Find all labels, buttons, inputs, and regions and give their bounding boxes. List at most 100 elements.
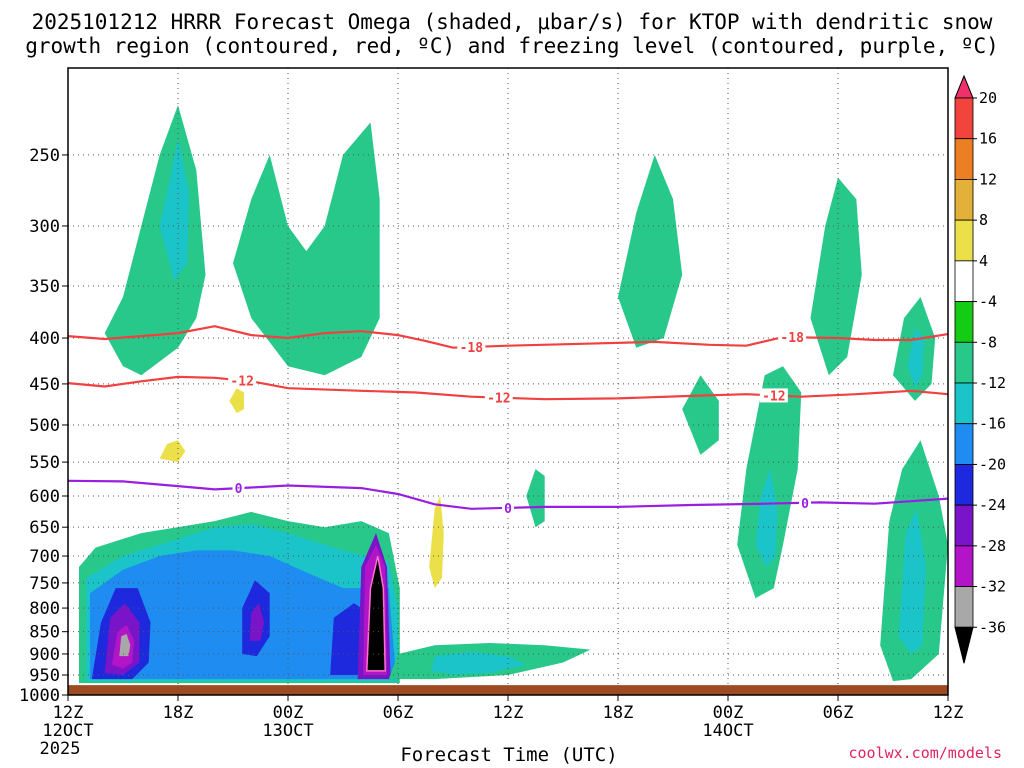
colorbar-tick-label: -28 [979, 537, 1006, 555]
contour-label: -18 [460, 341, 484, 356]
x-tick-year: 2025 [40, 739, 81, 759]
x-tick-label: 00Z [713, 703, 744, 723]
contour-label-bg [799, 495, 811, 510]
grid-lines [68, 68, 948, 695]
omega-shade-region [907, 328, 925, 389]
colorbar-band [954, 179, 974, 221]
omega-shade-region [618, 154, 683, 348]
contour-label: -18 [780, 331, 804, 346]
y-tick-label: 350 [29, 277, 60, 297]
omega-shade-region [471, 469, 486, 551]
colorbar-tick-label: 16 [979, 130, 997, 148]
contour-label-bg [457, 340, 486, 355]
colorbar-tick-label: -32 [979, 578, 1006, 596]
omega-shade-region [108, 338, 263, 496]
colorbar-band [954, 423, 974, 465]
colorbar-band [954, 219, 974, 262]
y-tick-label: 1000 [19, 686, 60, 706]
omega-shade-region [431, 651, 527, 675]
contour-label: 0 [801, 497, 809, 512]
contour-label: -12 [762, 389, 785, 404]
omega-shade-region [119, 634, 131, 657]
contour-label: 0 [504, 502, 512, 517]
y-tick-label: 600 [29, 487, 60, 507]
omega-shade-region [526, 469, 545, 528]
site-credit: coolwx.com/models [848, 744, 1002, 762]
contour-label-bg [484, 390, 513, 405]
colorbar-tick-label: -12 [979, 374, 1006, 392]
y-tick-label: 250 [29, 146, 60, 166]
omega-shade-region [233, 122, 380, 376]
omega-shade-region [366, 555, 386, 672]
x-axis-label: Forecast Time (UTC) [400, 744, 618, 766]
colorbar-tick-label: 12 [979, 170, 997, 188]
colorbar-band [954, 382, 974, 425]
x-tick-date: 13OCT [262, 721, 313, 741]
contour-label-bg [759, 388, 788, 403]
omega-shade-region [898, 508, 926, 654]
contour-line [67, 479, 949, 510]
x-tick-label: 12Z [933, 703, 964, 723]
omega-shade-region [680, 68, 697, 185]
colorbar-band [954, 138, 974, 180]
x-tick-label: 12Z [53, 703, 84, 723]
omega-shade-region [429, 496, 444, 589]
colorbar-tick-label: 4 [979, 252, 988, 270]
omega-shade-region [755, 469, 778, 567]
x-tick-label: 00Z [273, 703, 304, 723]
colorbar-band [954, 545, 974, 587]
contour-label-bg [778, 330, 807, 345]
omega-shade-region [229, 388, 244, 414]
colorbar-band [954, 97, 974, 140]
colorbar-tick-label: 8 [979, 211, 988, 229]
y-tick-label: 900 [29, 645, 60, 665]
colorbar-tick-label: 20 [979, 89, 997, 107]
colorbar-band [954, 301, 974, 343]
colorbar-bottom-arrow [954, 626, 974, 664]
omega-shade-region [315, 68, 334, 148]
contour-label-bg [228, 373, 257, 388]
colorbar: 20 16 12 8 4 -4 -8 -12 -16 -20 -24 -28 -32 -36 [954, 74, 1006, 664]
y-tick-label: 450 [29, 375, 60, 395]
chart-title-line-1: 2025101212 HRRR Forecast Omega (shaded, … [31, 10, 993, 34]
colorbar-tick-label: -20 [979, 455, 1006, 473]
y-tick-label: 850 [29, 623, 60, 643]
axes: 2503003504004505005506006507007508008509… [19, 67, 964, 759]
contour-label: -12 [487, 392, 510, 407]
ground-layer [68, 685, 948, 695]
x-tick-label: 18Z [603, 703, 634, 723]
colorbar-band [954, 341, 974, 384]
contour-line [67, 325, 949, 349]
y-tick-label: 550 [29, 453, 60, 473]
y-tick-label: 750 [29, 574, 60, 594]
y-tick-label: 500 [29, 416, 60, 436]
colorbar-band [954, 260, 974, 302]
x-tick-date: 14OCT [702, 721, 753, 741]
colorbar-tick-label: -8 [979, 333, 997, 351]
y-tick-label: 650 [29, 518, 60, 538]
colorbar-band [954, 586, 974, 628]
y-tick-label: 950 [29, 666, 60, 686]
x-tick-label: 06Z [823, 703, 854, 723]
y-tick-label: 800 [29, 599, 60, 619]
y-tick-label: 700 [29, 547, 60, 567]
x-tick-date: 12OCT [42, 721, 93, 741]
omega-shade-region [159, 440, 186, 463]
omega-shade-region [810, 177, 862, 376]
x-tick-label: 06Z [383, 703, 414, 723]
colorbar-band [954, 504, 974, 547]
omega-shade-region [401, 68, 420, 275]
omega-shade-region [828, 458, 844, 506]
colorbar-band [954, 464, 974, 506]
colorbar-tick-label: -24 [979, 496, 1006, 514]
colorbar-tick-label: -16 [979, 415, 1006, 433]
omega-shading [68, 68, 948, 695]
contour-label-bg [502, 500, 514, 515]
colorbar-tick-label: -4 [979, 293, 997, 311]
x-tick-label: 12Z [493, 703, 524, 723]
chart-title-line-2: growth region (contoured, red, ºC) and f… [25, 34, 999, 58]
contour-label: 0 [235, 482, 243, 497]
y-tick-label: 300 [29, 217, 60, 237]
contour-label: -12 [230, 374, 253, 389]
